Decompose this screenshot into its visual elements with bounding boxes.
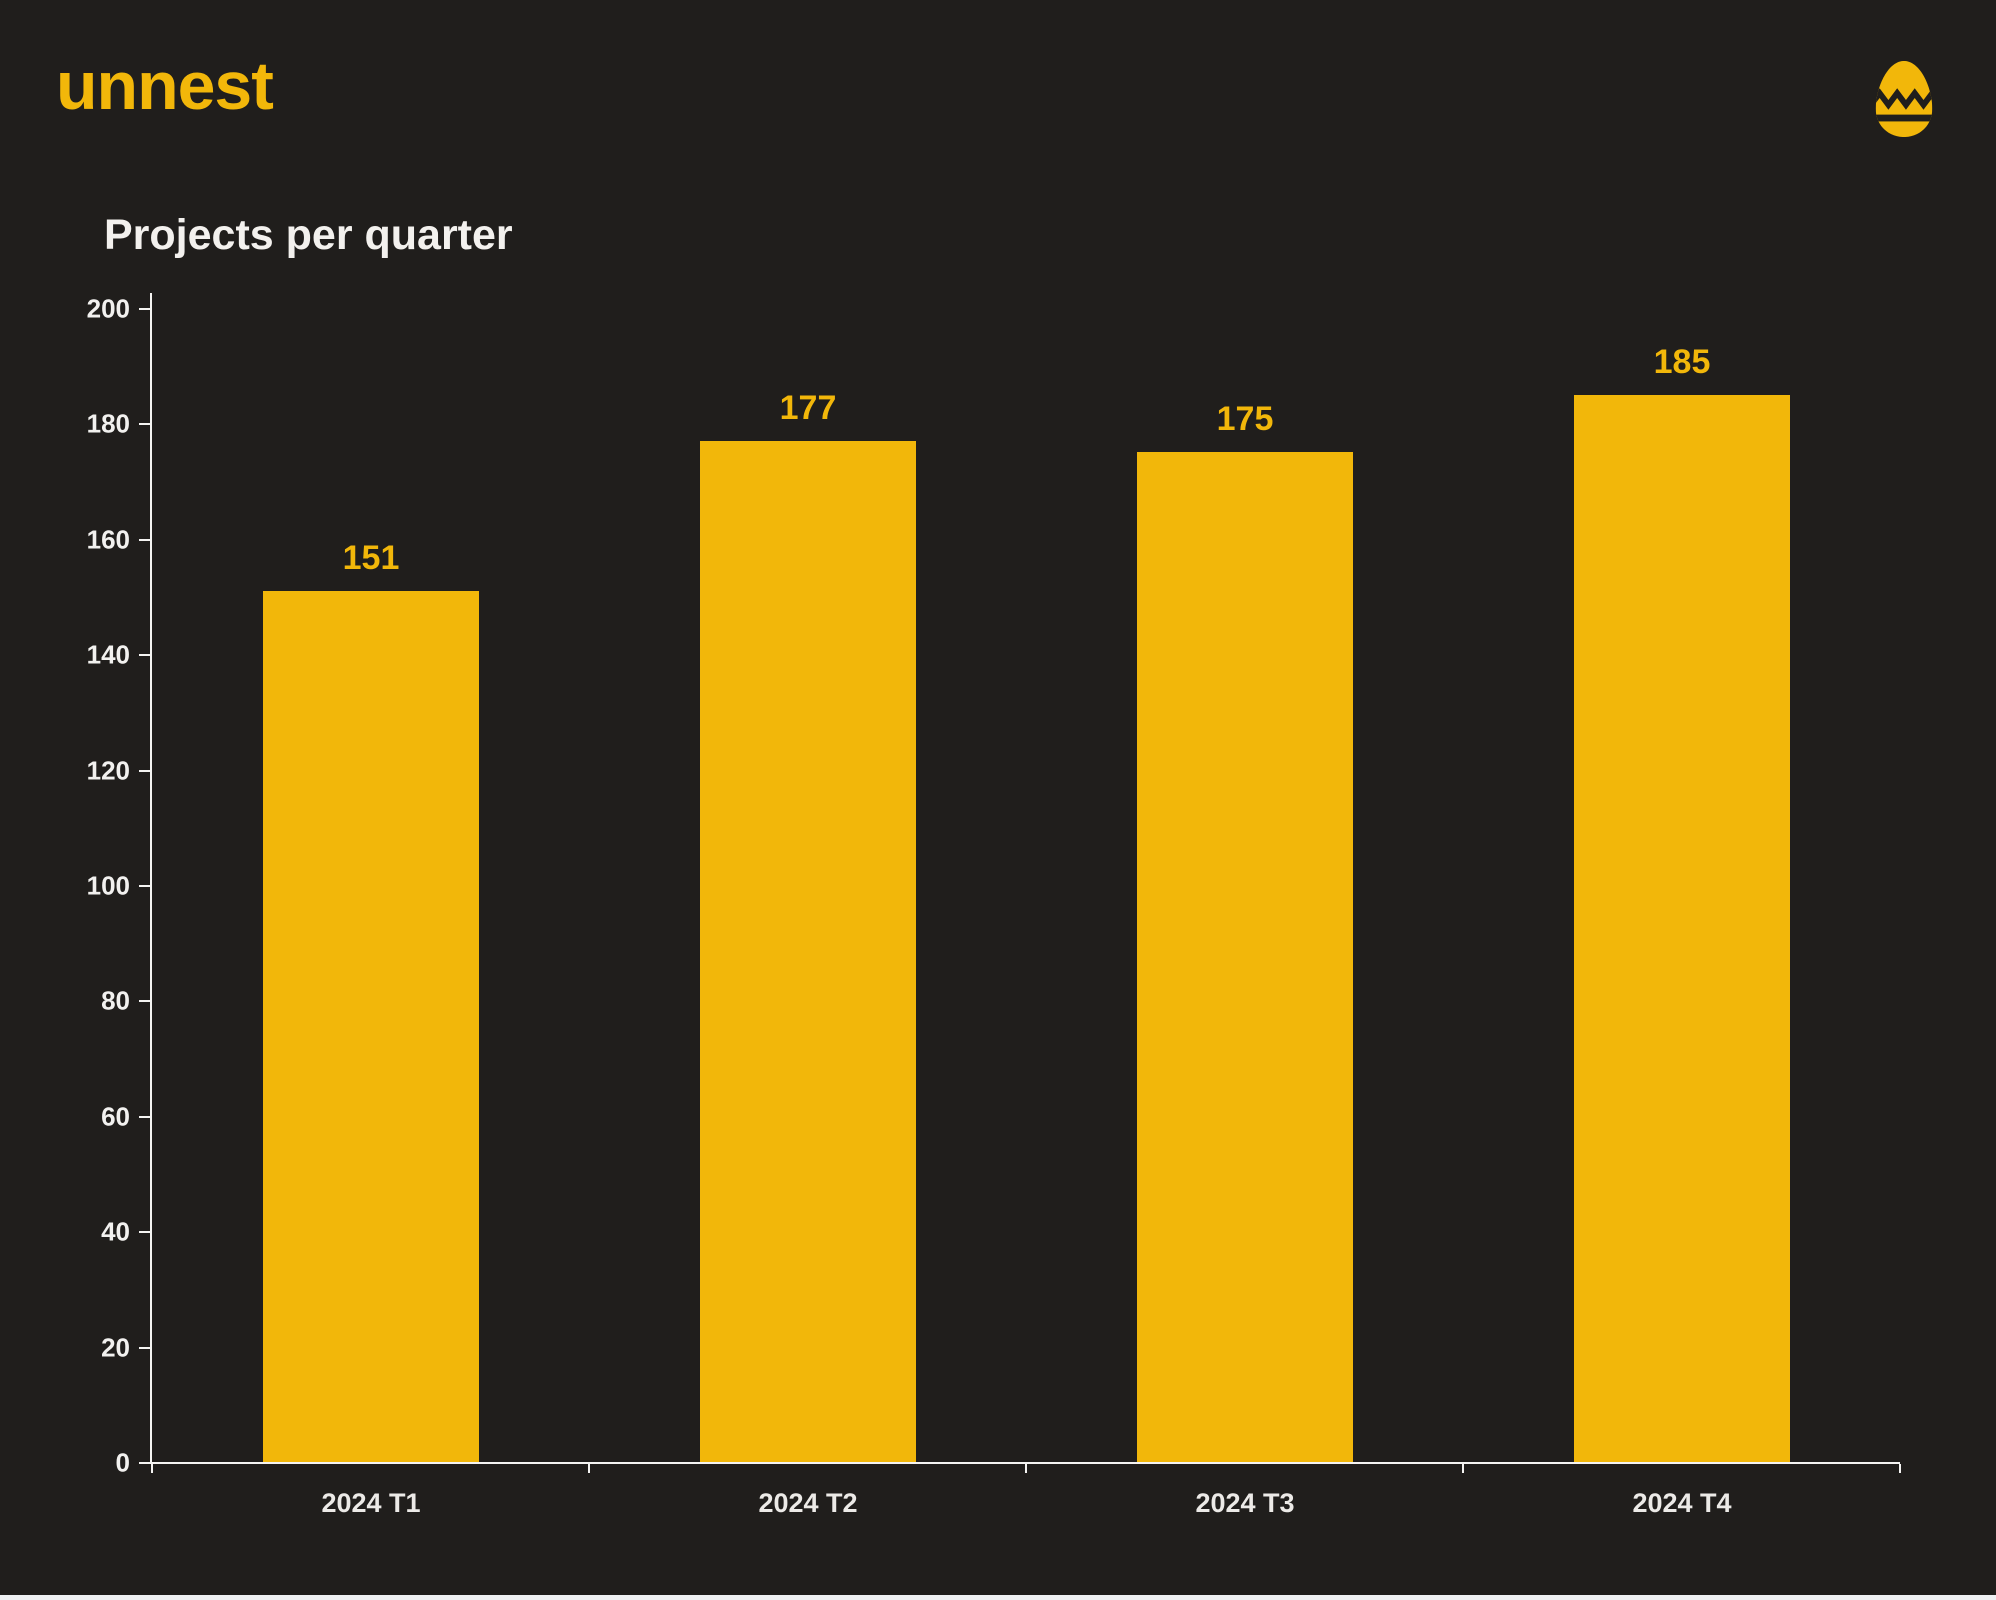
x-tick-mark bbox=[151, 1464, 153, 1473]
y-tick-label: 60 bbox=[101, 1101, 130, 1132]
chart-title: Projects per quarter bbox=[104, 211, 513, 259]
y-tick-mark bbox=[139, 1116, 150, 1118]
x-category-label: 2024 T3 bbox=[1195, 1488, 1295, 1518]
y-tick-mark bbox=[139, 1462, 150, 1464]
y-tick-mark bbox=[139, 1000, 150, 1002]
y-tick-mark bbox=[139, 423, 150, 425]
x-tick-mark bbox=[1899, 1464, 1901, 1473]
x-tick-mark bbox=[1462, 1464, 1464, 1473]
bar-value-label: 177 bbox=[779, 389, 837, 427]
bar-2024-t4 bbox=[1574, 395, 1790, 1462]
y-tick-label: 0 bbox=[115, 1447, 130, 1478]
y-tick-label: 120 bbox=[86, 755, 130, 786]
bottom-strip bbox=[0, 1595, 1996, 1600]
y-tick-mark bbox=[139, 654, 150, 656]
y-tick-mark bbox=[139, 770, 150, 772]
y-tick-label: 40 bbox=[101, 1216, 130, 1247]
y-tick-label: 20 bbox=[101, 1332, 130, 1363]
bar-value-label: 151 bbox=[342, 539, 400, 577]
x-category-label: 2024 T2 bbox=[758, 1488, 858, 1518]
y-tick-label: 100 bbox=[86, 870, 130, 901]
y-tick-label: 140 bbox=[86, 639, 130, 670]
x-category-label: 2024 T1 bbox=[321, 1488, 421, 1518]
bar-2024-t2 bbox=[700, 441, 916, 1462]
unnest-logo: unnest bbox=[56, 48, 274, 124]
x-tick-mark bbox=[1025, 1464, 1027, 1473]
y-tick-label: 180 bbox=[86, 408, 130, 439]
x-category-label: 2024 T4 bbox=[1632, 1488, 1732, 1518]
x-axis-line bbox=[140, 1462, 1900, 1464]
y-tick-mark bbox=[139, 308, 150, 310]
y-tick-label: 80 bbox=[101, 985, 130, 1016]
y-tick-mark bbox=[139, 539, 150, 541]
y-tick-mark bbox=[139, 1231, 150, 1233]
bar-value-label: 175 bbox=[1216, 400, 1274, 438]
bar-2024-t1 bbox=[263, 591, 479, 1462]
bar-value-label: 185 bbox=[1653, 343, 1711, 381]
y-tick-mark bbox=[139, 885, 150, 887]
y-tick-label: 200 bbox=[86, 293, 130, 324]
bar-2024-t3 bbox=[1137, 452, 1353, 1462]
y-tick-label: 160 bbox=[86, 524, 130, 555]
y-axis-line bbox=[150, 293, 152, 1464]
x-tick-mark bbox=[588, 1464, 590, 1473]
egg-icon bbox=[1875, 60, 1933, 138]
y-tick-mark bbox=[139, 1347, 150, 1349]
